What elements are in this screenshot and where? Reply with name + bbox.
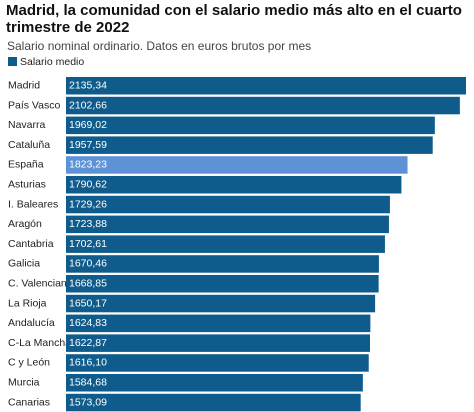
- value-label: 1668,85: [69, 278, 107, 290]
- value-label: 1670,46: [69, 258, 107, 270]
- bar: [66, 215, 389, 234]
- category-label: Cantabria: [8, 238, 54, 250]
- category-label: Cataluña: [8, 139, 50, 151]
- value-label: 1723,88: [69, 218, 107, 230]
- category-label: C-La Mancha: [8, 337, 71, 349]
- value-label: 2102,66: [69, 99, 107, 111]
- category-label: Canarias: [8, 396, 50, 408]
- bar: [66, 294, 376, 313]
- category-label: País Vasco: [8, 99, 60, 111]
- legend-swatch: [8, 57, 17, 66]
- bar: [66, 195, 390, 214]
- bar: [66, 77, 466, 95]
- category-label: La Rioja: [8, 297, 47, 309]
- category-label: I. Baleares: [8, 198, 58, 210]
- bar: [66, 275, 379, 293]
- bar: [66, 334, 371, 352]
- category-label: Murcia: [8, 377, 40, 389]
- value-label: 1622,87: [69, 337, 107, 349]
- bar: [66, 314, 371, 333]
- value-label: 1616,10: [69, 357, 107, 369]
- chart-subtitle: Salario nominal ordinario. Datos en euro…: [7, 39, 311, 53]
- value-label: 1823,23: [69, 159, 107, 171]
- category-label: C y León: [8, 357, 50, 369]
- category-label: Asturias: [8, 179, 46, 191]
- title-box: Madrid, la comunidad con el salario medi…: [6, 2, 462, 36]
- bar: [66, 374, 363, 392]
- value-label: 1624,83: [69, 317, 107, 329]
- bar: [66, 96, 460, 115]
- bar: [66, 136, 433, 154]
- chart-title: Madrid, la comunidad con el salario medi…: [6, 2, 462, 36]
- value-label: 1729,26: [69, 198, 107, 210]
- value-label: 1957,59: [69, 139, 107, 151]
- value-label: 1790,62: [69, 179, 107, 191]
- legend-label: Salario medio: [20, 56, 84, 68]
- category-label: Andalucía: [8, 317, 55, 329]
- bar: [66, 116, 435, 135]
- category-label: Madrid: [8, 80, 40, 92]
- value-label: 1650,17: [69, 297, 107, 309]
- value-label: 1702,61: [69, 238, 107, 250]
- bar: [66, 156, 408, 174]
- value-label: 1584,68: [69, 377, 107, 389]
- value-label: 1969,02: [69, 119, 107, 131]
- bar: [66, 393, 361, 412]
- category-label: C. Valenciana: [8, 278, 73, 290]
- category-label: Navarra: [8, 119, 46, 131]
- bar: [66, 255, 379, 273]
- value-label: 2135,34: [69, 80, 107, 92]
- category-label: Galicia: [8, 258, 40, 270]
- value-label: 1573,09: [69, 396, 107, 408]
- category-label: España: [8, 159, 44, 171]
- bar: [66, 176, 402, 194]
- category-label: Aragón: [8, 218, 42, 230]
- bar: [66, 354, 369, 372]
- bar: [66, 235, 385, 253]
